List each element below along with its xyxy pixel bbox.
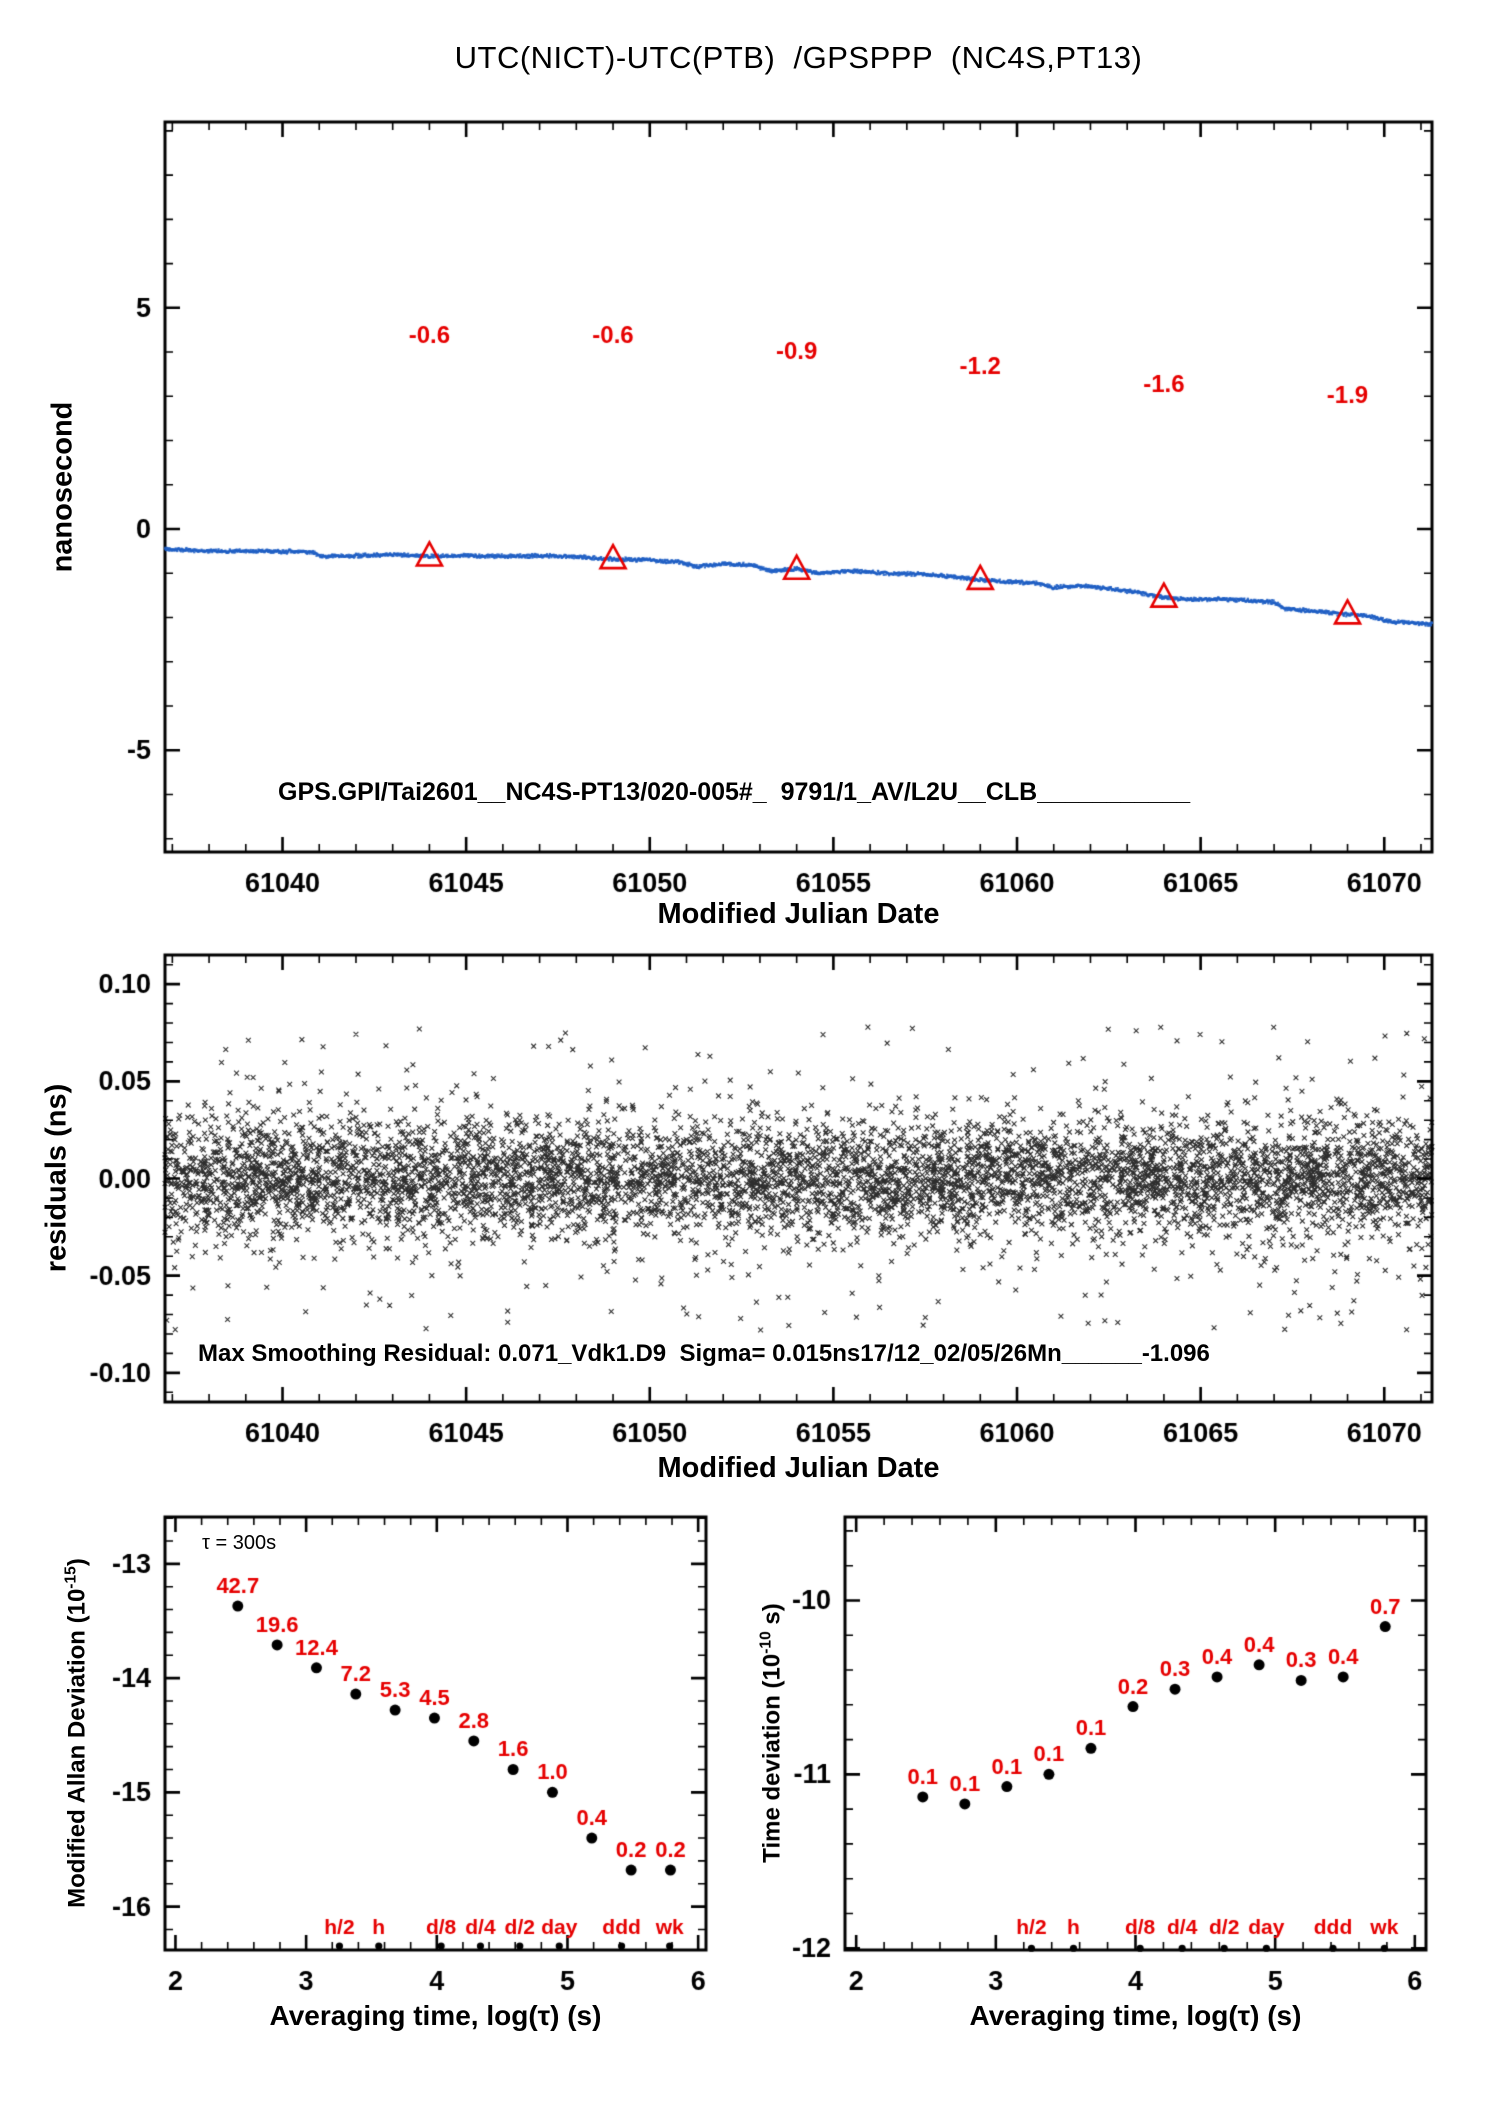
phase-annotation: GPS.GPI/Tai2601__NC4S-PT13/020-005#_ 979…	[278, 778, 1191, 806]
tau-note: τ = 300s	[202, 1532, 277, 1554]
tdev-yaxis-label: Time deviation (10-10 s)	[758, 1603, 787, 1863]
residuals-annotation: Max Smoothing Residual: 0.071_Vdk1.D9 Si…	[198, 1340, 1210, 1367]
tdev-xaxis-label: Averaging time, log(τ) (s)	[969, 2000, 1302, 2031]
mdev-yaxis-label-close: )	[63, 1558, 91, 1567]
phase-yaxis-label: nanosecond	[46, 401, 79, 573]
mdev-yaxis-label: Modified Allan Deviation (10-15)	[63, 1558, 92, 1908]
mdev-xaxis-label: Averaging time, log(τ) (s)	[269, 2000, 602, 2031]
tdev-yaxis-label-exponent: -10	[757, 1631, 775, 1654]
mdev-yaxis-label-base: Modified Allan Deviation (10	[63, 1588, 91, 1908]
mdev-yaxis-label-exponent: -15	[62, 1566, 80, 1589]
page-title: UTC(NICT)-UTC(PTB) /GPSPPP (NC4S,PT13)	[454, 40, 1143, 75]
residuals-yaxis-label: residuals (ns)	[40, 1083, 73, 1273]
tdev-yaxis-label-base: Time deviation (10	[758, 1653, 786, 1863]
tdev-yaxis-label-close: s)	[758, 1603, 786, 1632]
residuals-xaxis-label: Modified Julian Date	[657, 1452, 940, 1484]
phase-xaxis-label: Modified Julian Date	[657, 898, 940, 930]
